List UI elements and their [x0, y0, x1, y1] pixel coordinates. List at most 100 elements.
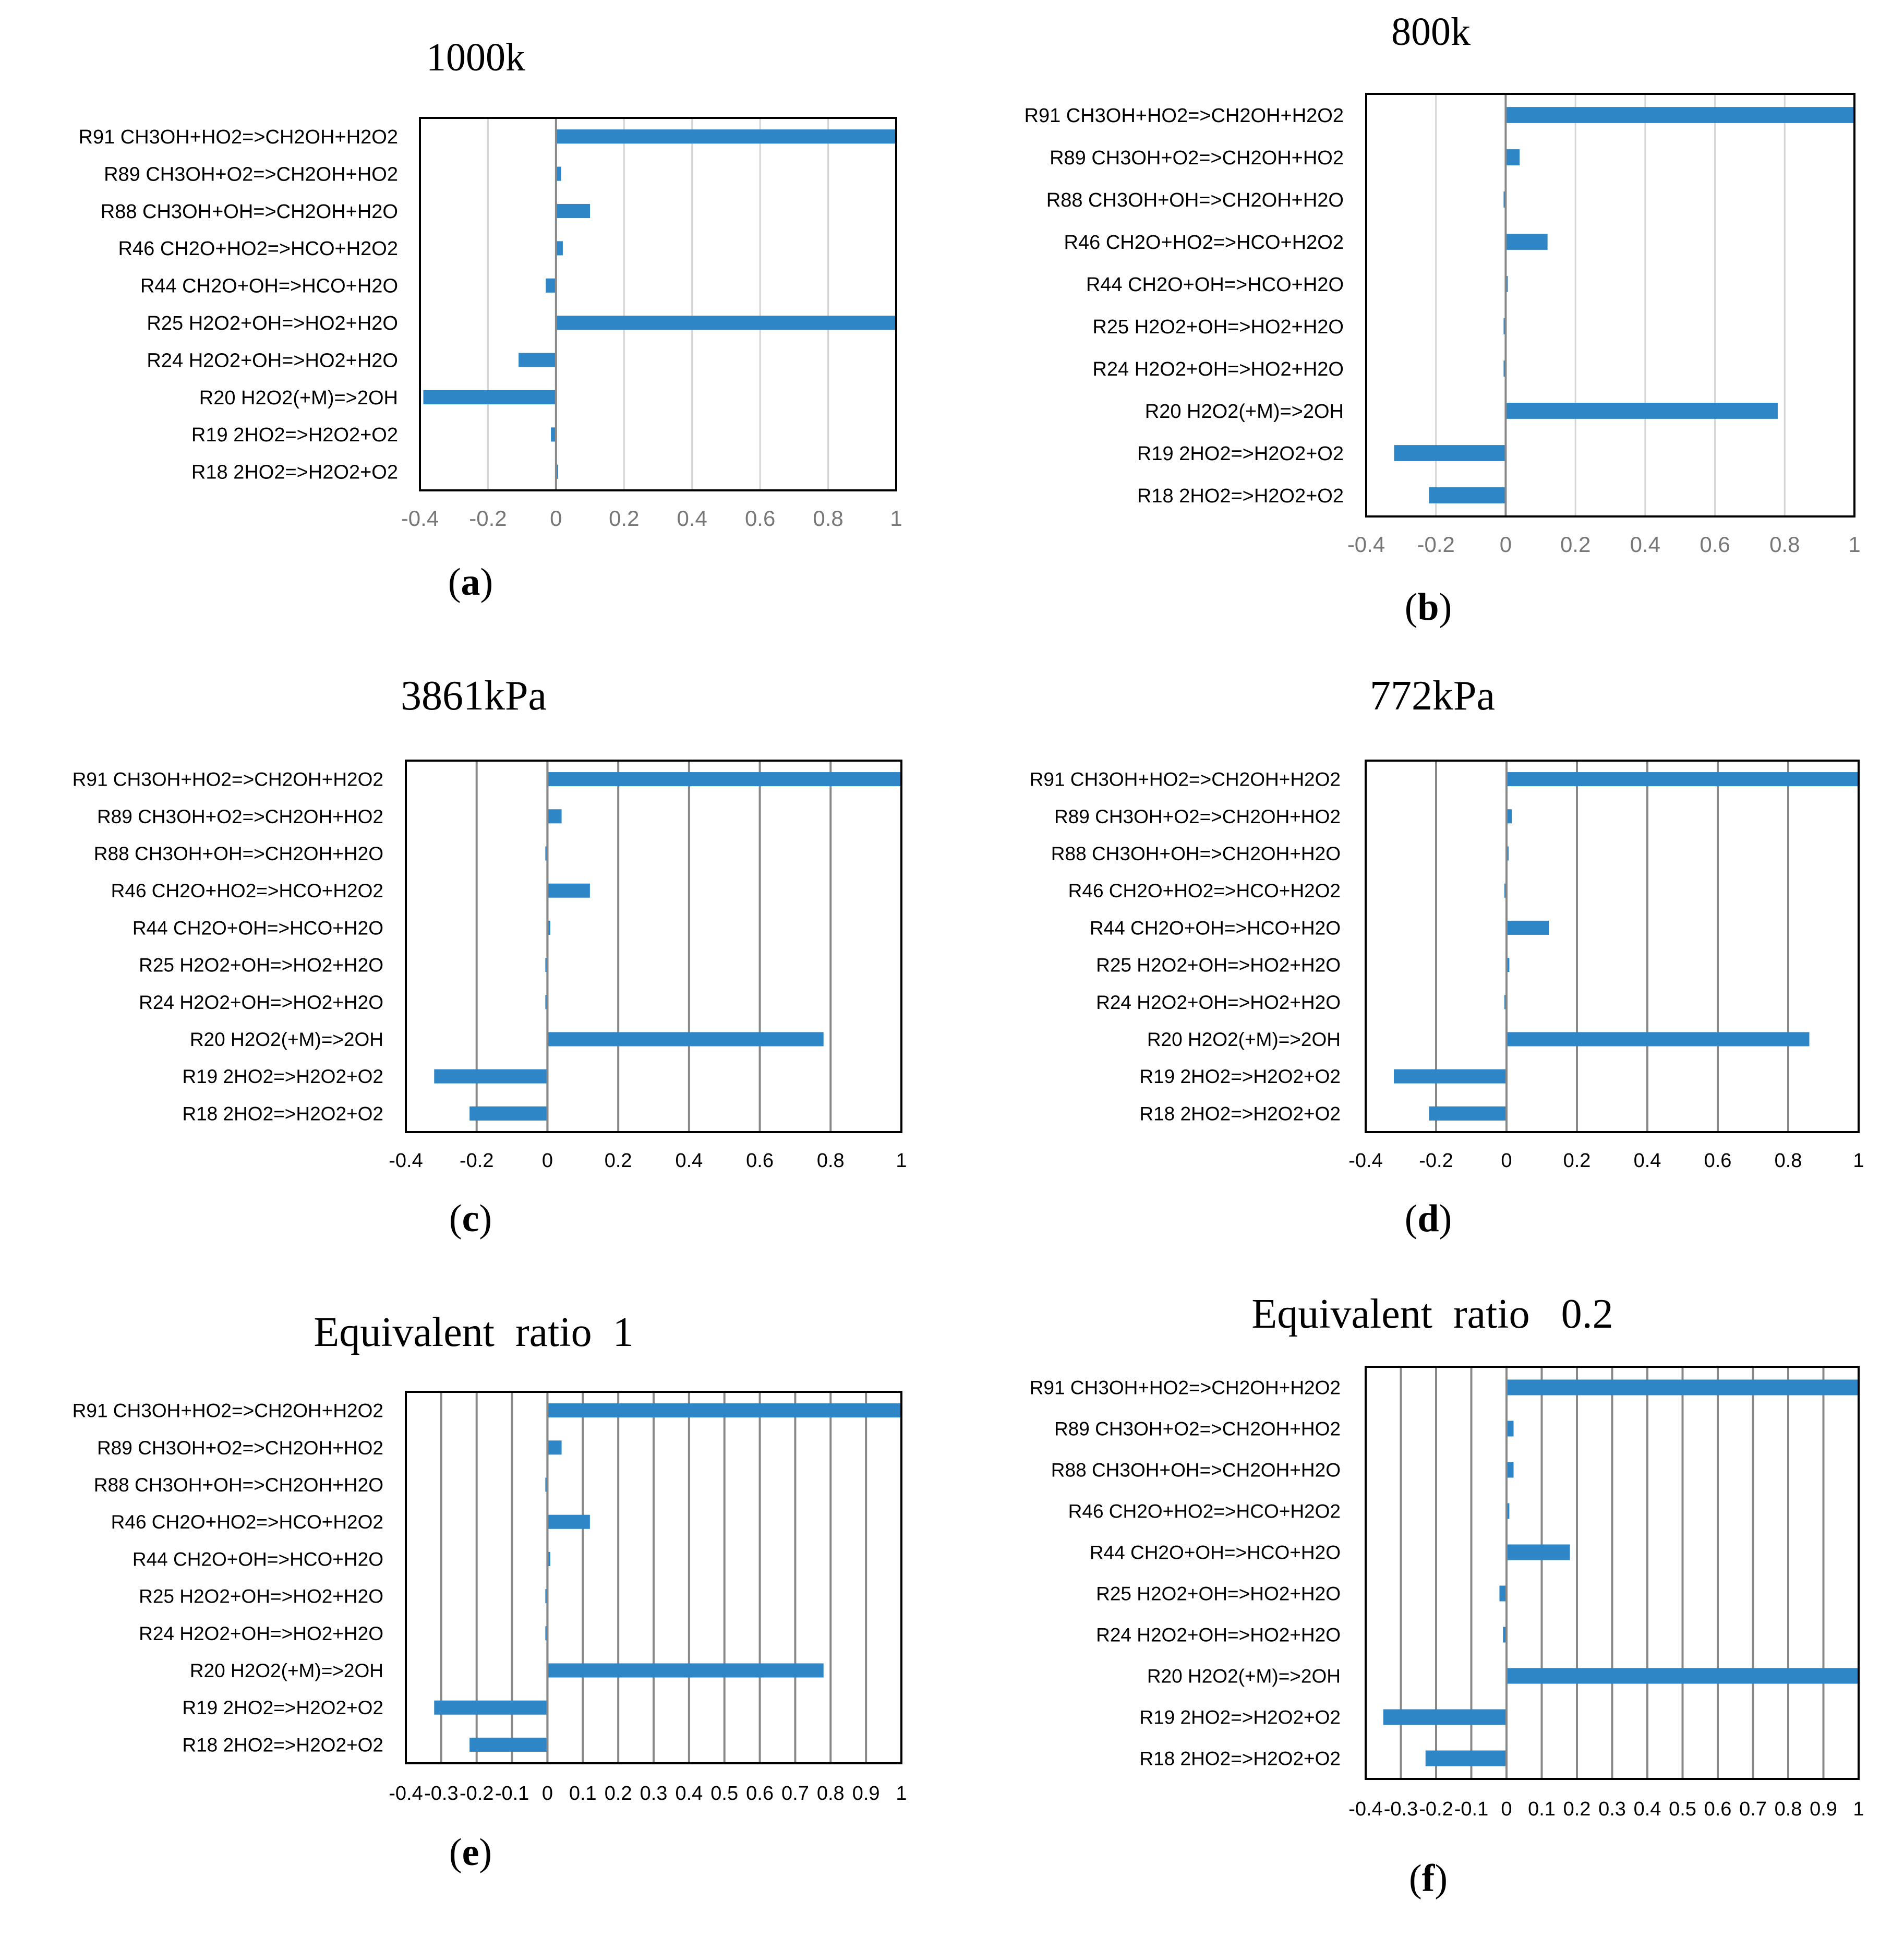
category-label: R46 CH2O+HO2=>HCO+H2O2	[1064, 232, 1344, 254]
tick-label: 0.2	[1563, 1798, 1591, 1820]
bar	[1505, 403, 1778, 419]
category-label: R19 2HO2=>H2O2+O2	[182, 1697, 383, 1718]
tick-label: 0.6	[746, 1783, 774, 1804]
tick-label: 0.4	[677, 506, 707, 531]
category-label: R20 H2O2(+M)=>2OH	[199, 387, 398, 409]
category-label: R18 2HO2=>H2O2+O2	[1139, 1103, 1341, 1124]
bar	[1507, 920, 1549, 935]
category-label: R89 CH3OH+O2=>CH2OH+HO2	[1050, 147, 1344, 169]
chart-panel-a: 1000k R91 CH3OH+HO2=>CH2OH+H2O2 R89 CH3OH+…	[79, 35, 902, 604]
panel-sublabel: (f)	[1409, 1857, 1448, 1900]
tick-label: -0.2	[469, 506, 507, 531]
tick-label: -0.2	[460, 1150, 493, 1172]
panel-sublabel: (c)	[449, 1197, 492, 1240]
bar	[1429, 487, 1506, 503]
category-label: R44 CH2O+OH=>HCO+H2O	[132, 1548, 383, 1570]
tick-label: 0.2	[605, 1150, 632, 1172]
tick-label: 1	[1848, 532, 1860, 557]
bar	[556, 316, 896, 330]
bar	[1507, 1379, 1859, 1395]
tick-label: 1	[896, 1783, 907, 1804]
bar	[1507, 1462, 1514, 1478]
tick-label: 0.5	[1669, 1798, 1696, 1820]
category-label: R19 2HO2=>H2O2+O2	[1139, 1066, 1341, 1087]
plot-frame	[419, 117, 897, 491]
category-label: R89 CH3OH+O2=>CH2OH+HO2	[1054, 806, 1341, 827]
bar	[1503, 1627, 1507, 1643]
chart-title: Equivalent ratio 1	[314, 1309, 633, 1355]
category-label: R25 H2O2+OH=>HO2+H2O	[139, 955, 383, 976]
chart-panel-b: 800k R91 CH3OH+HO2=>CH2OH+H2O2 R89 CH3OH+O…	[1025, 10, 1861, 629]
bar	[1507, 772, 1859, 787]
chart-title: 772kPa	[1370, 673, 1495, 719]
bar	[519, 353, 556, 367]
category-label: R18 2HO2=>H2O2+O2	[182, 1103, 383, 1124]
tick-label: 0.9	[1810, 1798, 1837, 1820]
bar	[1505, 149, 1520, 165]
chart-panel-e: Equivalent ratio 1 R91 CH3OH+HO2=>CH2OH+H…	[73, 1309, 907, 1874]
category-label: R24 H2O2+OH=>HO2+H2O	[139, 992, 383, 1013]
tick-label: 1	[1853, 1798, 1864, 1820]
category-label: R88 CH3OH+OH=>CH2OH+H2O	[94, 843, 383, 864]
bar	[547, 1663, 824, 1678]
category-label: R91 CH3OH+HO2=>CH2OH+H2O2	[73, 1400, 383, 1422]
tick-label: 0.3	[640, 1783, 668, 1804]
category-label: R88 CH3OH+OH=>CH2OH+H2O	[94, 1474, 383, 1496]
tick-label: -0.3	[424, 1783, 458, 1804]
category-label: R25 H2O2+OH=>HO2+H2O	[1092, 316, 1344, 338]
tick-label: 0.9	[852, 1783, 880, 1804]
bar	[547, 1514, 590, 1529]
panel-sublabel: (d)	[1405, 1197, 1452, 1240]
bar	[1507, 809, 1512, 824]
tick-label: 0	[1501, 1798, 1512, 1820]
category-label: R89 CH3OH+O2=>CH2OH+HO2	[1054, 1418, 1341, 1439]
tick-label: 0.8	[817, 1783, 845, 1804]
bar	[1505, 107, 1854, 123]
category-label: R44 CH2O+OH=>HCO+H2O	[1086, 274, 1344, 296]
tick-label: 1	[896, 1150, 907, 1172]
bar	[547, 883, 590, 898]
category-label: R44 CH2O+OH=>HCO+H2O	[1090, 917, 1341, 939]
bar	[1507, 1668, 1859, 1684]
tick-label: 0.8	[1769, 532, 1800, 557]
bar	[1383, 1709, 1507, 1725]
bar	[1505, 234, 1548, 250]
category-label: R46 CH2O+HO2=>HCO+H2O2	[1068, 880, 1341, 901]
category-label: R20 H2O2(+M)=>2OH	[1147, 1029, 1341, 1050]
bar	[1507, 1421, 1514, 1437]
bar	[1394, 1069, 1507, 1084]
category-label: R44 CH2O+OH=>HCO+H2O	[1090, 1542, 1341, 1563]
tick-label: -0.1	[1454, 1798, 1488, 1820]
bar	[547, 809, 562, 824]
bar	[434, 1700, 548, 1715]
chart-panel-d: 772kPa R91 CH3OH+HO2=>CH2OH+H2O2 R89 CH3OH…	[1030, 673, 1864, 1240]
category-label: R46 CH2O+HO2=>HCO+H2O2	[111, 1511, 383, 1533]
category-label: R88 CH3OH+OH=>CH2OH+H2O	[101, 201, 398, 223]
plot-frame	[405, 1391, 902, 1764]
bar	[556, 166, 561, 181]
category-label: R18 2HO2=>H2O2+O2	[1139, 1748, 1341, 1769]
bar	[1507, 1503, 1510, 1519]
tick-label: 0.8	[1775, 1798, 1802, 1820]
tick-label: 0.4	[1630, 532, 1660, 557]
tick-label: 0	[542, 1783, 553, 1804]
tick-label: 0.4	[1634, 1150, 1661, 1172]
bar	[546, 278, 556, 293]
tick-label: -0.1	[495, 1783, 529, 1804]
tick-label: 0.4	[675, 1783, 703, 1804]
category-label: R88 CH3OH+OH=>CH2OH+H2O	[1051, 843, 1341, 864]
category-label: R19 2HO2=>H2O2+O2	[1137, 443, 1344, 465]
tick-label: 0.8	[817, 1150, 845, 1172]
tick-label: 0.5	[710, 1783, 738, 1804]
tick-label: -0.4	[389, 1783, 423, 1804]
panel-sublabel: (a)	[448, 561, 493, 604]
bar	[547, 1440, 562, 1455]
tick-label: 0.6	[1704, 1798, 1732, 1820]
bar	[556, 129, 896, 144]
category-label: R25 H2O2+OH=>HO2+H2O	[147, 312, 398, 334]
tick-label: -0.4	[1348, 1798, 1382, 1820]
tick-label: 0	[1501, 1150, 1512, 1172]
bar	[556, 203, 591, 219]
category-label: R44 CH2O+OH=>HCO+H2O	[132, 917, 383, 939]
